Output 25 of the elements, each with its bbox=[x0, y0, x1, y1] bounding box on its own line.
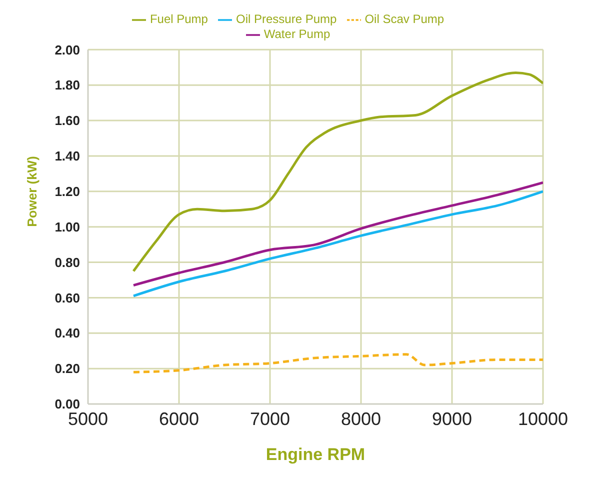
y-tick-label: 0.40 bbox=[54, 326, 80, 341]
legend-label: Water Pump bbox=[264, 26, 330, 41]
line-series bbox=[132, 190, 543, 298]
y-tick-label: 1.40 bbox=[54, 148, 80, 164]
y-tick-label: 0.60 bbox=[54, 290, 80, 306]
x-tick-label: 7000 bbox=[250, 408, 290, 429]
legend-label: Oil Pressure Pump bbox=[236, 12, 337, 26]
y-tick-label: 1.80 bbox=[54, 78, 80, 93]
line-series bbox=[132, 181, 543, 287]
y-tick-label: 1.20 bbox=[54, 184, 80, 200]
x-axis-title: Engine RPM bbox=[266, 445, 366, 464]
x-tick-label: 8000 bbox=[340, 408, 382, 429]
x-tick-label: 9000 bbox=[432, 408, 472, 429]
y-axis-title: Power (kW) bbox=[24, 156, 40, 227]
line-series bbox=[132, 71, 543, 272]
x-tick-label: 10000 bbox=[518, 408, 568, 429]
y-tick-label: 2.00 bbox=[54, 42, 80, 58]
y-tick-label: 0.20 bbox=[54, 361, 80, 376]
y-tick-label: 1.60 bbox=[54, 113, 80, 128]
line-series bbox=[132, 353, 543, 374]
y-tick-label: 0.80 bbox=[54, 254, 80, 270]
y-tick-label: 1.00 bbox=[54, 219, 80, 234]
x-tick-label: 6000 bbox=[158, 408, 200, 429]
legend-label: Oil Scav Pump bbox=[364, 12, 444, 26]
legend-label: Fuel Pump bbox=[150, 12, 208, 26]
